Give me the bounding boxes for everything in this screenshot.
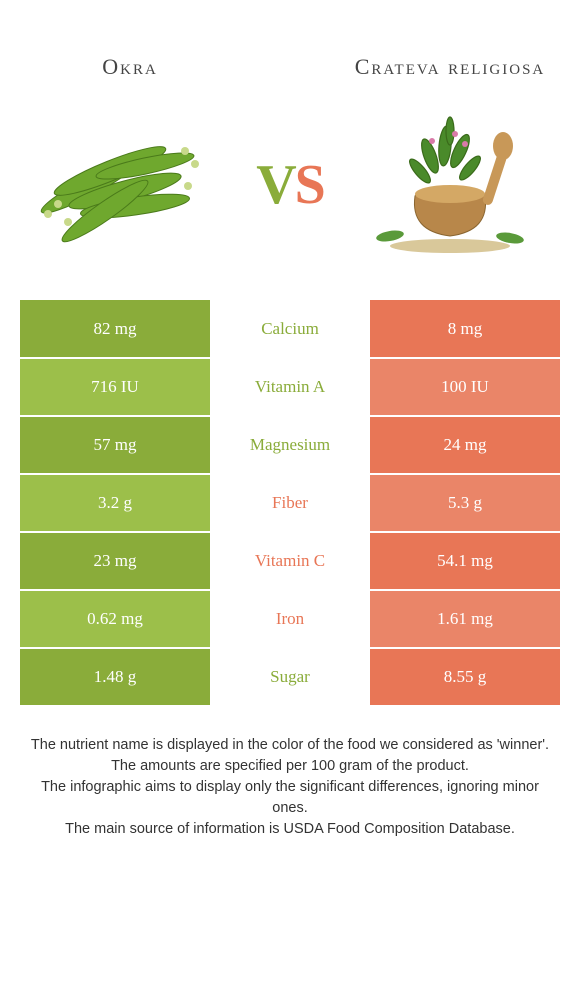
left-value: 23 mg <box>20 532 210 590</box>
vs-s: S <box>295 154 324 216</box>
nutrient-label: Fiber <box>210 474 370 532</box>
nutrient-label: Iron <box>210 590 370 648</box>
right-value: 24 mg <box>370 416 560 474</box>
right-value: 1.61 mg <box>370 590 560 648</box>
table-row: 1.48 gSugar8.55 g <box>20 648 560 706</box>
nutrient-label: Calcium <box>210 300 370 358</box>
left-value: 1.48 g <box>20 648 210 706</box>
left-food-title: Okra <box>102 54 158 80</box>
left-value: 82 mg <box>20 300 210 358</box>
vs-label: VS <box>256 153 324 217</box>
nutrient-label: Vitamin C <box>210 532 370 590</box>
right-value: 8.55 g <box>370 648 560 706</box>
footer-notes: The nutrient name is displayed in the co… <box>24 735 556 840</box>
vs-v: V <box>256 154 294 216</box>
left-food-column: Okra <box>30 54 230 255</box>
footer-line-4: The main source of information is USDA F… <box>24 819 556 840</box>
right-value: 100 IU <box>370 358 560 416</box>
right-value: 5.3 g <box>370 474 560 532</box>
nutrient-label: Magnesium <box>210 416 370 474</box>
footer-line-3: The infographic aims to display only the… <box>24 777 556 819</box>
right-food-column: Crateva religiosa <box>350 54 550 255</box>
left-value: 57 mg <box>20 416 210 474</box>
left-food-image <box>40 96 220 256</box>
footer-line-2: The amounts are specified per 100 gram o… <box>24 756 556 777</box>
header: Okra VS Crateva rel <box>0 0 580 290</box>
right-food-title: Crateva religiosa <box>355 54 546 80</box>
nutrient-label: Vitamin A <box>210 358 370 416</box>
right-value: 8 mg <box>370 300 560 358</box>
nutrient-label: Sugar <box>210 648 370 706</box>
left-value: 3.2 g <box>20 474 210 532</box>
table-row: 716 IUVitamin A100 IU <box>20 358 560 416</box>
left-value: 0.62 mg <box>20 590 210 648</box>
table-row: 57 mgMagnesium24 mg <box>20 416 560 474</box>
table-row: 3.2 gFiber5.3 g <box>20 474 560 532</box>
table-row: 0.62 mgIron1.61 mg <box>20 590 560 648</box>
right-food-image <box>360 96 540 256</box>
nutrient-table: 82 mgCalcium8 mg716 IUVitamin A100 IU57 … <box>20 300 560 707</box>
right-value: 54.1 mg <box>370 532 560 590</box>
table-row: 82 mgCalcium8 mg <box>20 300 560 358</box>
footer-line-1: The nutrient name is displayed in the co… <box>24 735 556 756</box>
table-row: 23 mgVitamin C54.1 mg <box>20 532 560 590</box>
left-value: 716 IU <box>20 358 210 416</box>
